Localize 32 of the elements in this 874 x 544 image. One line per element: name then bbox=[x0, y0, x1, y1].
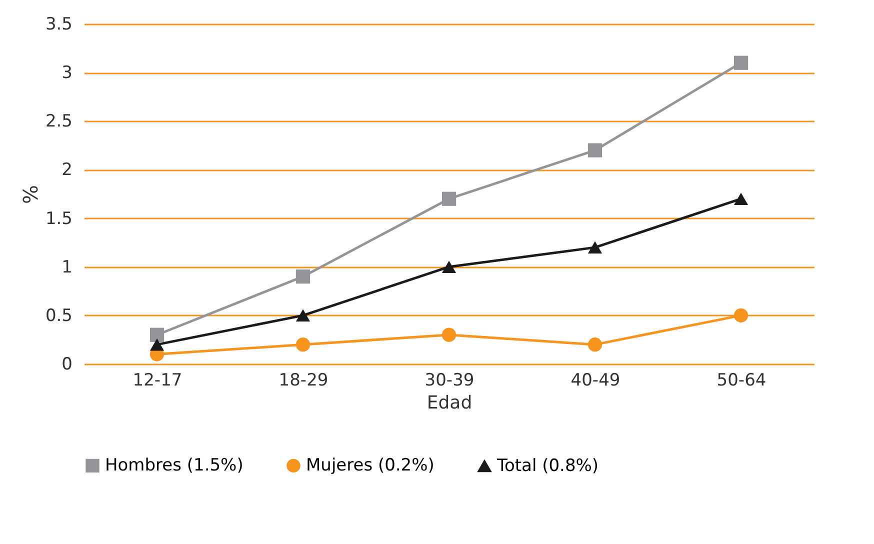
y-tick-label: 3.5 bbox=[45, 14, 72, 34]
y-tick-label: 2.5 bbox=[45, 112, 72, 132]
point bbox=[734, 56, 748, 70]
point bbox=[588, 143, 602, 158]
point bbox=[734, 192, 748, 205]
point bbox=[588, 241, 602, 254]
point bbox=[150, 328, 164, 342]
legend-label: Hombres (1.5%) bbox=[105, 456, 244, 476]
y-tick-label: 2 bbox=[62, 160, 72, 180]
point bbox=[588, 338, 602, 352]
y-tick-label: 0 bbox=[62, 354, 72, 374]
x-tick-label: 30-39 bbox=[424, 370, 474, 390]
x-tick-label: 12-17 bbox=[132, 370, 182, 390]
point bbox=[296, 270, 310, 284]
point bbox=[442, 328, 456, 342]
legend-label: Total (0.8%) bbox=[496, 456, 599, 476]
y-tick-label: 1 bbox=[62, 257, 72, 278]
point bbox=[296, 309, 310, 322]
y-tick-label: 1.5 bbox=[45, 208, 72, 229]
x-tick-label: 40-49 bbox=[570, 370, 620, 390]
x-tick-label: 18-29 bbox=[278, 370, 328, 390]
point bbox=[296, 338, 310, 352]
point bbox=[442, 260, 456, 273]
point bbox=[150, 338, 164, 351]
y-tick-label: 0.5 bbox=[45, 306, 72, 326]
x-tick-label: 50-64 bbox=[716, 370, 766, 390]
legend-label: Mujeres (0.2%) bbox=[306, 456, 434, 476]
y-tick-label: 3 bbox=[62, 63, 72, 84]
point bbox=[734, 308, 748, 322]
x-axis-title: Edad bbox=[426, 392, 472, 414]
point bbox=[442, 192, 456, 206]
y-axis-title: % bbox=[18, 184, 42, 204]
